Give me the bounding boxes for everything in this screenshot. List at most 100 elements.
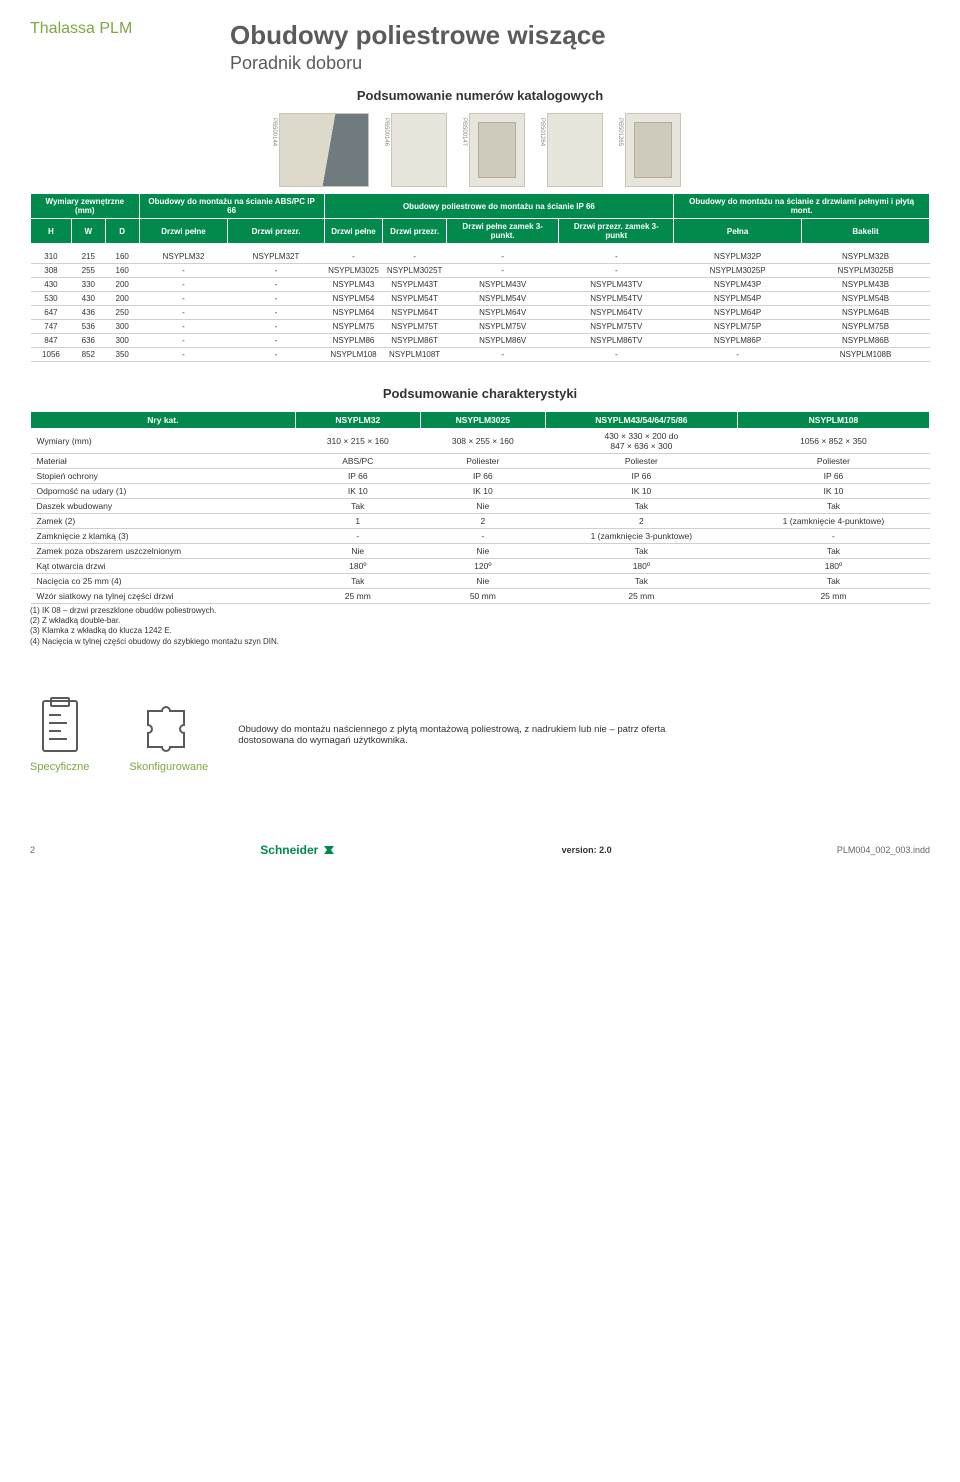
th-c8: Bakelit (802, 219, 930, 244)
table-row: Wzór siatkowy na tylnej części drzwi25 m… (31, 588, 930, 603)
table-row: 847636300--NSYPLM86NSYPLM86TNSYPLM86VNSY… (31, 333, 930, 347)
table-cell: Stopień ochrony (31, 468, 296, 483)
table-cell: 1 (295, 513, 420, 528)
table-row: 1056852350--NSYPLM108NSYPLM108T---NSYPLM… (31, 347, 930, 361)
table-cell: 25 mm (737, 588, 929, 603)
table-cell: NSYPLM54B (802, 291, 930, 305)
bottom-text: Obudowy do montażu naściennego z płytą m… (238, 724, 718, 746)
image-code: PB501265 (617, 118, 623, 146)
table-row: MateriałABS/PCPoliesterPoliesterPolieste… (31, 453, 930, 468)
table-cell: - (674, 347, 802, 361)
th-grp3: Obudowy do montażu na ścianie z drzwiami… (674, 194, 930, 219)
table-cell: - (139, 305, 228, 319)
table-cell: NSYPLM75TV (559, 319, 674, 333)
table-cell: Tak (545, 573, 737, 588)
table-cell: - (446, 250, 558, 264)
table-row: Nacięcia co 25 mm (4)TakNieTakTak (31, 573, 930, 588)
image-code: PB501264 (539, 118, 545, 146)
table-cell: Tak (737, 573, 929, 588)
note-line: (3) Klamka z wkładką do klucza 1242 E. (30, 626, 930, 636)
table-cell: NSYPLM86P (674, 333, 802, 347)
table-cell: 308 (31, 263, 72, 277)
table-cell: Zamknięcie z klamką (3) (31, 528, 296, 543)
th-cell: NSYPLM43/54/64/75/86 (545, 411, 737, 428)
table-cell: - (228, 263, 324, 277)
th-c6: Drzwi przezr. zamek 3-punkt (559, 219, 674, 244)
table-cell: 2 (420, 513, 545, 528)
product-image: PB501265 (625, 113, 681, 187)
table-cell: - (737, 528, 929, 543)
table-cell: NSYPLM86 (324, 333, 383, 347)
table-cell: Tak (545, 543, 737, 558)
table-cell: Kąt otwarcia drzwi (31, 558, 296, 573)
table-cell: Nie (420, 498, 545, 513)
table-cell: IK 10 (545, 483, 737, 498)
table-cell: - (139, 277, 228, 291)
image-code: PB500147 (461, 118, 467, 146)
table-cell: 215 (71, 250, 105, 264)
table-cell: NSYPLM3025P (674, 263, 802, 277)
table-cell: Odporność na udary (1) (31, 483, 296, 498)
table-cell: NSYPLM75 (324, 319, 383, 333)
table-cell: 436 (71, 305, 105, 319)
table-notes: (1) IK 08 – drzwi przeszklone obudów pol… (30, 606, 930, 648)
table-cell: ABS/PC (295, 453, 420, 468)
section2-heading: Podsumowanie charakterystyki (30, 386, 930, 401)
table-cell: 1056 (31, 347, 72, 361)
table-cell: 25 mm (545, 588, 737, 603)
table-cell: NSYPLM32B (802, 250, 930, 264)
table-row: 647436250--NSYPLM64NSYPLM64TNSYPLM64VNSY… (31, 305, 930, 319)
th-c4: Drzwi przezr. (383, 219, 447, 244)
note-line: (2) Z wkładką double-bar. (30, 616, 930, 626)
table-cell: NSYPLM3025T (383, 263, 447, 277)
table-cell: NSYPLM54V (446, 291, 558, 305)
table-row: Zamknięcie z klamką (3) - -1 (zamknięcie 3… (31, 528, 930, 543)
table-row: Stopień ochronyIP 66IP 66IP 66IP 66 (31, 468, 930, 483)
table-cell: 647 (31, 305, 72, 319)
table-cell: Zamek poza obszarem uszczelnionym (31, 543, 296, 558)
table-cell: NSYPLM64TV (559, 305, 674, 319)
table-cell: - (383, 250, 447, 264)
table-cell: IK 10 (737, 483, 929, 498)
table-cell: NSYPLM54T (383, 291, 447, 305)
table-cell: 530 (31, 291, 72, 305)
table-cell: Tak (737, 543, 929, 558)
table-cell: 308 × 255 × 160 (420, 428, 545, 453)
table-cell: NSYPLM43 (324, 277, 383, 291)
product-image: PB500147 (469, 113, 525, 187)
table-cell: 255 (71, 263, 105, 277)
product-images-row: PB500144PB500146PB500147PB501264PB501265 (30, 113, 930, 187)
table-cell: NSYPLM54TV (559, 291, 674, 305)
table-cell: 636 (71, 333, 105, 347)
table-cell: IP 66 (420, 468, 545, 483)
table-cell: 2 (545, 513, 737, 528)
footer-version: version: 2.0 (562, 845, 612, 855)
table-cell: NSYPLM108B (802, 347, 930, 361)
table-cell: - (420, 528, 545, 543)
table-cell: 330 (71, 277, 105, 291)
page-footer: 2 Schneider version: 2.0 PLM004_002_003.… (30, 843, 930, 857)
table-cell: NSYPLM32 (139, 250, 228, 264)
table-cell: - (559, 250, 674, 264)
brand-name: Thalassa PLM (30, 20, 230, 38)
table-cell: 160 (105, 250, 139, 264)
table-cell: 250 (105, 305, 139, 319)
logo-symbol-icon (322, 843, 336, 857)
catalog-table: Wymiary zewnętrzne (mm) Obudowy do monta… (30, 193, 930, 362)
enclosure-thumb (469, 113, 525, 187)
table-cell: IP 66 (295, 468, 420, 483)
table-cell: NSYPLM54 (324, 291, 383, 305)
table-cell: Nie (295, 543, 420, 558)
table-cell: NSYPLM43B (802, 277, 930, 291)
table-cell: 1 (zamknięcie 3-punktowe) (545, 528, 737, 543)
note-line: (4) Nacięcia w tylnej części obudowy do … (30, 637, 930, 647)
bottom-block: Specyficzne Skonfigurowane Obudowy do mo… (30, 697, 930, 773)
table-row: 430330200--NSYPLM43NSYPLM43TNSYPLM43VNSY… (31, 277, 930, 291)
table-cell: 1 (zamknięcie 4-punktowe) (737, 513, 929, 528)
table-cell: NSYPLM43P (674, 277, 802, 291)
configured-icon-col: Skonfigurowane (129, 697, 208, 773)
table-cell: 300 (105, 319, 139, 333)
table-cell: NSYPLM43TV (559, 277, 674, 291)
table-row: 747536300--NSYPLM75NSYPLM75TNSYPLM75VNSY… (31, 319, 930, 333)
th-cell: NSYPLM3025 (420, 411, 545, 428)
